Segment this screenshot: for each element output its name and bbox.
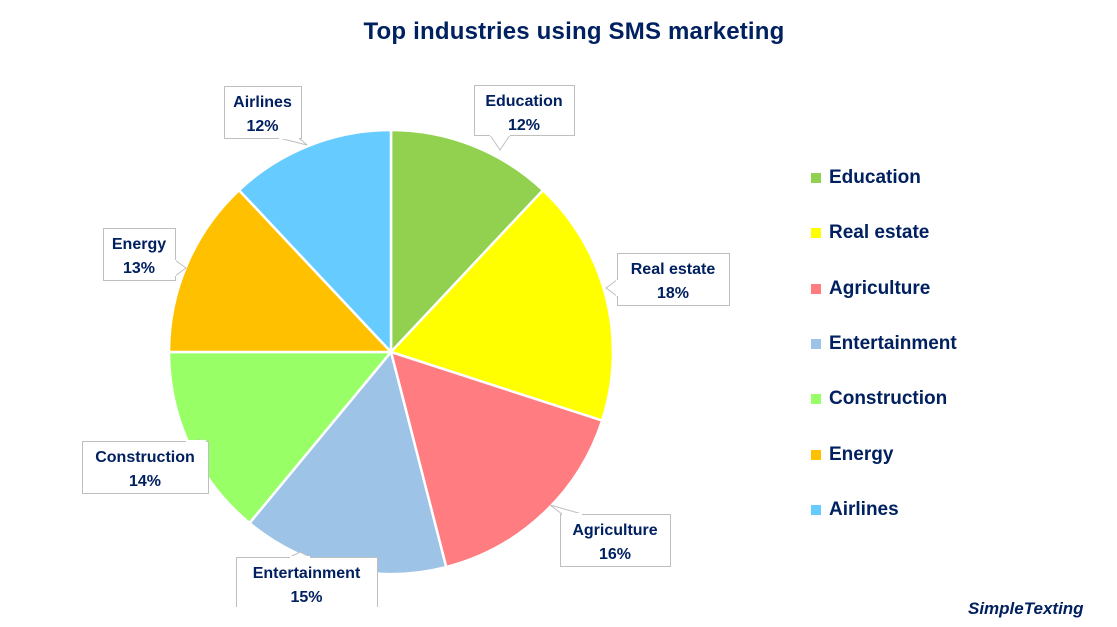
pie-slice-energy (167, 188, 393, 354)
callout-airlines: Airlines 12% (224, 86, 308, 146)
pie-slice-airlines (237, 128, 393, 354)
callout-box (224, 86, 302, 139)
callout-category-label: Education (485, 93, 562, 110)
callout-box (617, 253, 730, 306)
legend-item-airlines: Airlines (811, 498, 899, 522)
pie-slice-education (389, 128, 545, 354)
legend-item-agriculture: Agriculture (811, 277, 930, 301)
callout-pointer (605, 279, 618, 297)
callout-pointer (278, 137, 308, 146)
callout-box (103, 228, 176, 281)
callout-pointer (549, 504, 583, 515)
callout-percent-label: 13% (123, 260, 155, 277)
callout-percent-label: 16% (599, 546, 631, 563)
callout-agriculture: Agriculture 16% (549, 504, 671, 567)
legend-swatch (811, 283, 821, 294)
callout-box (560, 514, 671, 567)
brand-logo-text: SimpleTexting (968, 599, 1084, 618)
callout-real-estate: Real estate 18% (605, 253, 730, 306)
callout-pointer (489, 134, 511, 151)
chart-title: Top industries using SMS marketing (363, 18, 785, 45)
callout-percent-label: 12% (508, 117, 540, 134)
data-label-callouts: Education 12% Real estate 18% Agriculture 16%… (82, 85, 730, 607)
legend-swatch (811, 449, 821, 460)
callout-category-label: Agriculture (572, 522, 657, 539)
callout-category-label: Entertainment (253, 565, 361, 582)
callout-category-label: Airlines (233, 94, 292, 111)
legend-label: Education (829, 167, 921, 188)
legend-swatch (811, 173, 821, 183)
callout-category-label: Real estate (631, 261, 716, 278)
legend-label: Real estate (829, 222, 930, 244)
legend-swatch (811, 394, 821, 405)
legend-item-real-estate: Real estate (811, 221, 929, 245)
callout-category-label: Construction (95, 449, 195, 466)
pie-slice-agriculture (389, 350, 604, 569)
legend-item-entertainment: Entertainment (811, 332, 957, 356)
legend-label: Airlines (829, 498, 899, 520)
callout-category-label: Energy (112, 236, 166, 253)
legend-item-construction: Construction (811, 387, 947, 411)
callout-percent-label: 18% (657, 285, 689, 302)
legend-swatch (811, 338, 821, 349)
callout-construction: Construction 14% (82, 439, 209, 494)
callout-box (236, 557, 378, 607)
legend-swatch (811, 228, 821, 239)
callout-entertainment: Entertainment 15% (236, 551, 378, 607)
callout-energy: Energy 13% (103, 228, 187, 281)
callout-percent-label: 12% (246, 118, 278, 135)
legend-label: Construction (829, 388, 948, 410)
legend-label: Agriculture (829, 277, 931, 299)
legend-label: Energy (829, 443, 894, 465)
legend-swatch (811, 504, 821, 515)
callout-education: Education 12% (474, 85, 575, 151)
callout-box (474, 85, 575, 136)
legend-item-energy: Energy (811, 443, 893, 467)
pie-slices (167, 128, 615, 576)
legend-item-education: Education (811, 166, 921, 190)
callout-percent-label: 14% (129, 473, 161, 490)
callout-percent-label: 15% (290, 589, 322, 606)
legend-label: Entertainment (829, 332, 957, 354)
pie-slice-real-estate (389, 188, 615, 422)
callout-box (82, 441, 209, 494)
